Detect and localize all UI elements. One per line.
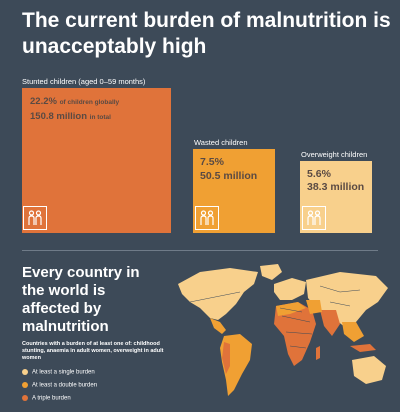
stunted-label: Stunted children (aged 0–59 months) <box>22 77 146 86</box>
legend-item-single: At least a single burden <box>22 369 95 376</box>
wasted-label: Wasted children <box>194 138 248 147</box>
legend-dot-double <box>22 382 28 388</box>
legend-item-triple: A triple burden <box>22 395 71 402</box>
stunted-percent: 22.2% <box>30 96 57 107</box>
wasted-box <box>193 149 275 233</box>
section-divider <box>22 250 378 251</box>
map-heading: Every country in the world is affected b… <box>22 264 140 335</box>
legend-label-double: At least a double burden <box>32 382 98 389</box>
legend-dot-triple <box>22 395 28 401</box>
overweight-box <box>300 161 372 233</box>
children-icon <box>23 206 47 230</box>
overweight-percent: 5.6% <box>307 168 331 180</box>
stunted-millions: 150.8 million <box>30 111 88 122</box>
wasted-millions: 50.5 million <box>200 170 258 182</box>
legend-label-triple: A triple burden <box>32 395 71 402</box>
map-south-america-andes <box>222 342 230 374</box>
children-icon <box>302 206 326 230</box>
wasted-percent: 7.5% <box>200 156 224 168</box>
map-africa-north <box>276 302 306 316</box>
map-greenland <box>260 264 282 280</box>
legend-label-single: At least a single burden <box>32 369 95 376</box>
stunted-percent-note: of children globally <box>59 99 120 106</box>
map-africa <box>274 302 316 366</box>
stunted-millions-note: in total <box>89 114 111 121</box>
stunted-millions-line: 150.8 million in total <box>30 111 111 122</box>
page-title: The current burden of malnutrition is un… <box>22 9 391 58</box>
map-madagascar <box>316 346 320 360</box>
map-southeast-asia <box>342 322 364 342</box>
legend-dot-single <box>22 369 28 375</box>
map-indonesia <box>350 344 376 352</box>
overweight-label: Overweight children <box>301 150 368 159</box>
map-south-asia <box>320 310 340 336</box>
children-icon <box>195 206 219 230</box>
map-europe <box>274 278 306 300</box>
map-australia <box>352 356 386 384</box>
map-middle-east <box>306 300 322 314</box>
map-note: Countries with a burden of at least one … <box>22 341 164 361</box>
map-north-america <box>178 268 258 320</box>
overweight-millions: 38.3 million <box>307 181 365 193</box>
legend-item-double: At least a double burden <box>22 382 97 389</box>
world-map <box>178 264 388 396</box>
stunted-percent-line: 22.2% of children globally <box>30 96 119 107</box>
map-north-america-south <box>210 318 226 334</box>
